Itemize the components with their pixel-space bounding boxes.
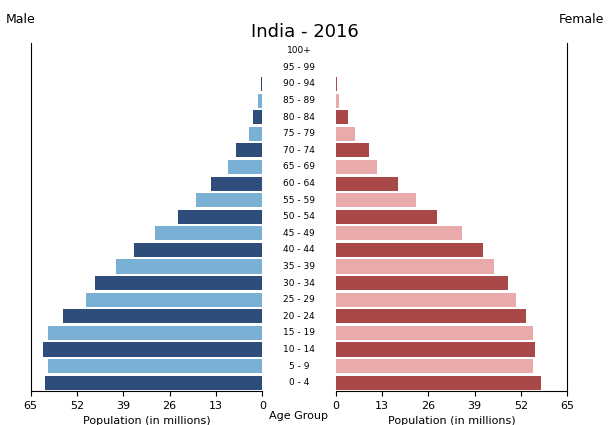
Bar — [336, 326, 533, 340]
Bar — [336, 160, 376, 174]
Text: Male: Male — [6, 13, 36, 26]
Text: 25 - 29: 25 - 29 — [283, 295, 315, 304]
Bar — [45, 376, 262, 390]
Text: 20 - 24: 20 - 24 — [283, 312, 315, 321]
Bar — [43, 343, 262, 357]
Bar — [336, 359, 533, 373]
Text: 15 - 19: 15 - 19 — [283, 329, 315, 337]
Bar — [336, 210, 437, 224]
Bar — [63, 309, 262, 323]
Bar — [336, 260, 494, 274]
Text: Female: Female — [559, 13, 604, 26]
Bar — [261, 77, 262, 91]
Text: 70 - 74: 70 - 74 — [283, 146, 315, 155]
Text: 100+: 100+ — [287, 46, 311, 55]
Bar — [86, 293, 262, 307]
Bar — [48, 326, 262, 340]
Bar — [210, 176, 262, 191]
Bar — [116, 260, 262, 274]
Text: 40 - 44: 40 - 44 — [283, 246, 315, 255]
Bar — [258, 94, 262, 108]
Text: 45 - 49: 45 - 49 — [283, 229, 315, 238]
Bar — [336, 376, 540, 390]
Text: 55 - 59: 55 - 59 — [283, 196, 315, 205]
Text: 10 - 14: 10 - 14 — [283, 345, 315, 354]
Text: 85 - 89: 85 - 89 — [283, 96, 315, 105]
Bar — [48, 359, 262, 373]
Bar — [235, 143, 262, 157]
Bar — [156, 226, 262, 241]
Bar — [134, 243, 262, 257]
Bar — [336, 176, 398, 191]
Text: Age Group: Age Group — [270, 411, 328, 421]
Text: India - 2016: India - 2016 — [251, 23, 359, 41]
Bar — [249, 127, 262, 141]
Bar — [336, 110, 348, 124]
Text: 5 - 9: 5 - 9 — [289, 362, 309, 371]
Bar — [336, 226, 462, 241]
Bar — [196, 193, 262, 207]
Text: 65 - 69: 65 - 69 — [283, 162, 315, 171]
Bar — [336, 193, 416, 207]
Bar — [228, 160, 262, 174]
Bar — [336, 293, 515, 307]
Text: 90 - 94: 90 - 94 — [283, 79, 315, 88]
Bar — [179, 210, 262, 224]
Bar — [95, 276, 262, 290]
Bar — [336, 343, 535, 357]
Text: 75 - 79: 75 - 79 — [283, 129, 315, 138]
Text: 95 - 99: 95 - 99 — [283, 63, 315, 72]
Bar — [336, 94, 339, 108]
Bar — [336, 309, 526, 323]
Bar — [336, 243, 484, 257]
Text: 0 - 4: 0 - 4 — [289, 378, 309, 387]
X-axis label: Population (in millions): Population (in millions) — [387, 416, 515, 425]
X-axis label: Population (in millions): Population (in millions) — [82, 416, 210, 425]
Bar — [336, 276, 509, 290]
Text: 60 - 64: 60 - 64 — [283, 179, 315, 188]
Text: 30 - 34: 30 - 34 — [283, 279, 315, 288]
Bar — [336, 143, 370, 157]
Text: 35 - 39: 35 - 39 — [283, 262, 315, 271]
Bar — [336, 77, 337, 91]
Text: 80 - 84: 80 - 84 — [283, 113, 315, 122]
Bar — [336, 127, 355, 141]
Text: 50 - 54: 50 - 54 — [283, 212, 315, 221]
Bar — [253, 110, 262, 124]
